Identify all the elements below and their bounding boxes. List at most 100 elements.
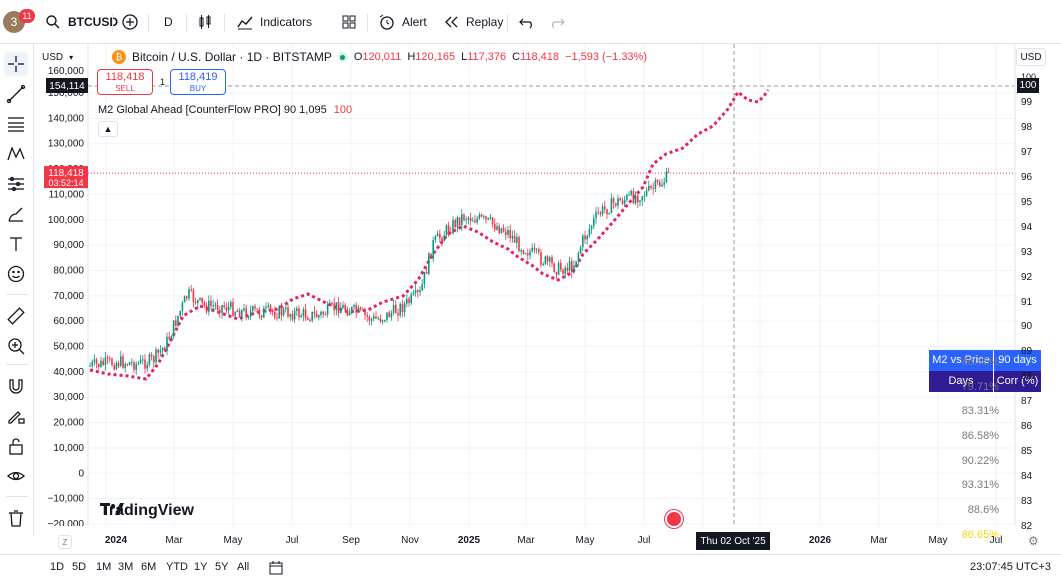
indicators-icon	[237, 16, 253, 30]
buy-price: 118,419	[178, 71, 218, 83]
candle-body	[634, 195, 637, 204]
corr-value: 83.31%	[961, 405, 999, 418]
candle-body	[579, 247, 582, 254]
stay-drawing-tool[interactable]	[4, 404, 28, 428]
candle-body	[665, 171, 668, 183]
replay-button[interactable]: Replay	[442, 11, 503, 33]
range-button-5d[interactable]: 5D	[72, 561, 87, 573]
range-button-5y[interactable]: 5Y	[215, 561, 229, 573]
fib-tool[interactable]	[4, 112, 28, 136]
candle-body	[476, 218, 478, 223]
range-button-3m[interactable]: 3M	[118, 561, 134, 573]
brush-tool[interactable]	[4, 202, 28, 226]
pattern-tool[interactable]	[4, 142, 28, 166]
candle-body	[142, 359, 144, 361]
collapse-legend-button[interactable]: ▲	[98, 121, 118, 137]
interval-button[interactable]: D	[164, 11, 173, 33]
buy-button[interactable]: 118,419 BUY	[170, 69, 226, 95]
candle-body	[199, 297, 201, 300]
candle-body	[293, 311, 296, 320]
sell-button[interactable]: 118,418 SELL	[97, 69, 153, 95]
date-range-button[interactable]	[268, 561, 284, 578]
clock[interactable]: 23:07:45 UTC+3	[970, 561, 1052, 573]
candle-body	[318, 315, 320, 318]
hide-drawings-tool[interactable]	[4, 464, 28, 488]
change-value: −1,593 (−1.33%)	[565, 51, 647, 63]
candle-body	[300, 315, 302, 318]
chart-pane[interactable]: 150,000 140,000 130,000 1 20,000 110,000 100,0…	[38, 44, 1041, 528]
zoom-tool[interactable]	[4, 334, 28, 358]
candle-body	[384, 319, 386, 321]
symbol-search-button[interactable]: BTCUSD	[44, 11, 118, 33]
time-tick: May	[575, 535, 595, 546]
candle-body	[104, 357, 107, 365]
candle-body	[408, 298, 410, 304]
redo-button[interactable]	[548, 11, 566, 33]
undo-button[interactable]	[518, 11, 536, 33]
price-chart[interactable]: 150,000 140,000 130,000 1 20,000 110,000 100,0…	[38, 44, 1016, 526]
candle-body	[139, 359, 142, 364]
candle-body	[489, 217, 492, 219]
candle-body	[109, 358, 111, 360]
range-button-1y[interactable]: 1Y	[194, 561, 208, 573]
magnet-tool[interactable]	[4, 374, 28, 398]
currency-selector-left[interactable]: USD ▾	[42, 48, 88, 66]
indicator-legend[interactable]: M2 Global Ahead [CounterFlow PRO] 90 1,0…	[98, 104, 352, 116]
candle-body	[502, 228, 505, 232]
candle-body	[661, 184, 663, 187]
candle-body	[276, 317, 278, 319]
chevron-up-icon: ▲	[103, 124, 113, 134]
candle-body	[98, 363, 100, 367]
candle-body	[659, 182, 661, 187]
measure-tool[interactable]	[4, 304, 28, 328]
text-tool[interactable]	[4, 232, 28, 256]
price-tick-left: 140,000	[48, 113, 85, 124]
currency-selector-right[interactable]: USD	[1016, 48, 1046, 66]
remove-drawings-tool[interactable]	[4, 506, 28, 530]
candle-body	[436, 233, 439, 237]
us-event-icon[interactable]	[665, 510, 683, 528]
compare-button[interactable]	[121, 11, 139, 33]
price-tick-left: −20,000	[48, 519, 85, 526]
settings-gear-icon[interactable]: ⚙	[1028, 534, 1039, 548]
range-button-all[interactable]: All	[237, 561, 250, 573]
emoji-tool[interactable]	[4, 262, 28, 286]
rewind-icon	[445, 16, 458, 28]
zoom-reset-button[interactable]: Z	[58, 535, 72, 549]
candle-body	[403, 303, 406, 313]
price-tick-right: 93	[1021, 246, 1033, 258]
lock-drawings-tool[interactable]	[4, 434, 28, 458]
alert-button[interactable]: Alert	[378, 11, 427, 33]
correlation-values: 88.45% 79.71% 83.31% 86.58% 90.22% 93.31% 88.6…	[954, 350, 999, 548]
range-button-1d[interactable]: 1D	[50, 561, 65, 573]
price-tick-left: 40,000	[53, 367, 84, 378]
crosshair-price-label: 154,114	[49, 81, 85, 92]
currency-left-label: USD	[42, 51, 64, 63]
unlock-icon	[9, 438, 23, 455]
time-axis[interactable]: 2024 Mar May Jul Sep Nov 2025 Mar May Jul 2026 Mar M…	[38, 532, 1016, 550]
forecast-tool[interactable]	[4, 172, 28, 196]
candle-body	[430, 253, 432, 259]
chart-type-button[interactable]	[196, 11, 214, 33]
candle-body	[346, 310, 349, 316]
candle-body	[445, 225, 448, 236]
time-tick: Mar	[870, 535, 888, 546]
candle-body	[527, 253, 529, 256]
candle-body	[128, 362, 131, 366]
tradingview-logo[interactable]: TradingView	[100, 502, 194, 520]
indicators-button[interactable]: Indicators	[236, 11, 312, 33]
range-button-6m[interactable]: 6M	[141, 561, 157, 573]
candle-body	[612, 198, 615, 204]
range-button-ytd[interactable]: YTD	[166, 561, 188, 573]
candle-body	[452, 220, 454, 234]
candle-body	[122, 356, 124, 368]
crosshair-tool[interactable]	[4, 52, 28, 76]
trend-line-tool[interactable]	[4, 82, 28, 106]
price-tick-right: 99	[1021, 97, 1033, 108]
layouts-button[interactable]	[340, 11, 358, 33]
candle-body	[564, 267, 566, 274]
candle-body	[247, 316, 250, 318]
candle-body	[386, 312, 388, 320]
price-tick-left: 110,000	[49, 189, 85, 200]
range-button-1m[interactable]: 1M	[96, 561, 112, 573]
